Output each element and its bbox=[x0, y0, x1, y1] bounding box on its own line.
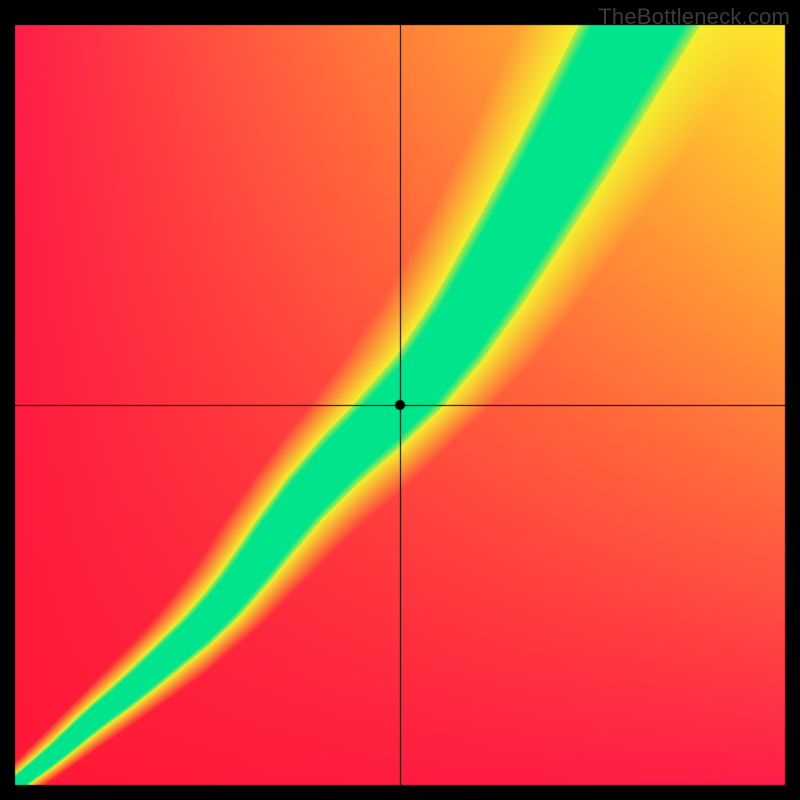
watermark-text: TheBottleneck.com bbox=[598, 4, 790, 30]
bottleneck-heatmap bbox=[0, 0, 800, 800]
chart-container: { "watermark": { "text": "TheBottleneck.… bbox=[0, 0, 800, 800]
